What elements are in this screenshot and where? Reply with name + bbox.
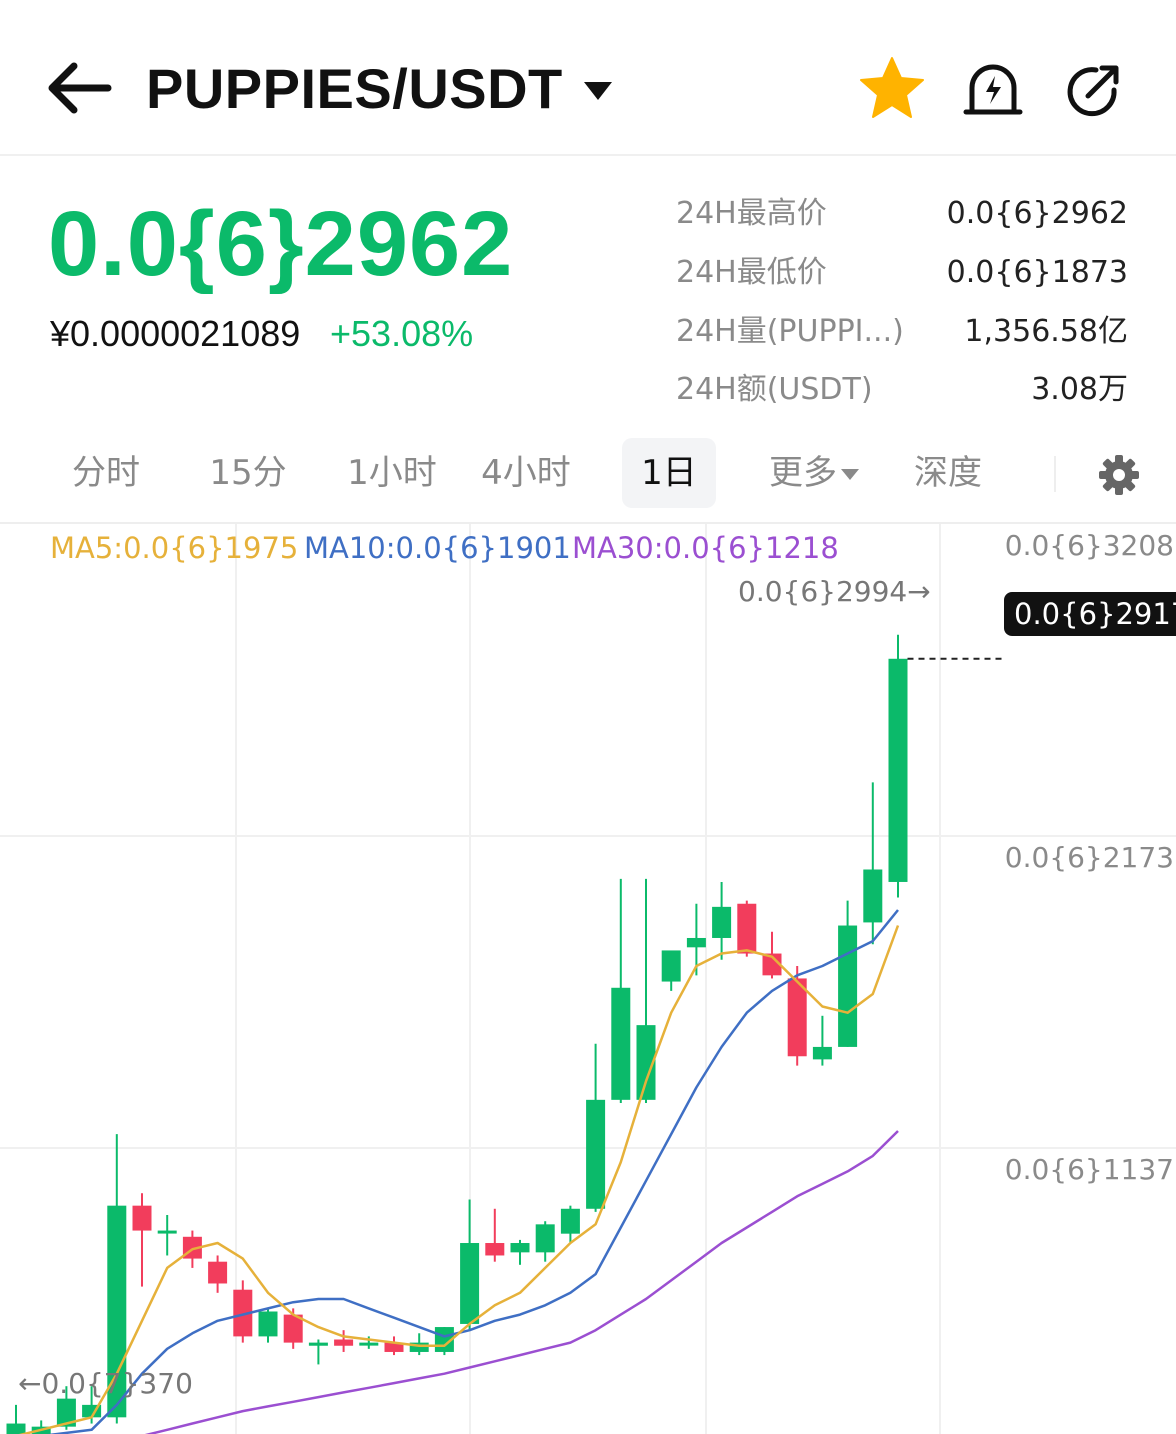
tab-more[interactable]: 更多 [752, 438, 876, 508]
candle-body [737, 903, 757, 954]
tab-4h[interactable]: 4小时 [481, 453, 571, 493]
back-arrow-icon[interactable] [44, 56, 114, 120]
ma30-line [144, 1130, 899, 1434]
candle-body [686, 937, 706, 948]
candle-body [334, 1339, 354, 1346]
ma5-legend: MA5:0.0{6}1975 [50, 531, 299, 565]
caret-down-icon [841, 469, 859, 480]
tab-15m[interactable]: 15分 [209, 453, 287, 493]
stat-label: 24H最高价 [676, 196, 827, 231]
stat-label: 24H最低价 [676, 255, 827, 290]
ma5-line [18, 925, 900, 1434]
candle-body [838, 925, 858, 1047]
candle-body [535, 1224, 555, 1253]
candle-body [6, 1423, 26, 1434]
candle-body [409, 1342, 429, 1352]
y-axis-label: 0.0{6}2173 [1004, 841, 1174, 874]
timeframe-tabs: 分时 15分 1小时 4小时 1日 更多 深度 [0, 438, 1176, 518]
candle-body [586, 1099, 606, 1209]
candle-body [888, 658, 908, 882]
candle-body [863, 869, 883, 923]
candle-body [283, 1314, 303, 1343]
candle-body [636, 1025, 656, 1100]
stat-label: 24H量(PUPPI...) [676, 314, 904, 349]
stat-24h-turnover: 24H额(USDT) 3.08万 [676, 368, 1132, 412]
stat-value: 0.0{6}1873 [946, 255, 1128, 290]
candle-body [712, 906, 732, 938]
tab-more-label: 更多 [769, 453, 837, 493]
caret-down-icon[interactable] [580, 76, 616, 106]
candle-body [258, 1311, 278, 1337]
candle-body [510, 1243, 530, 1253]
ma10-legend: MA10:0.0{6}1901 [304, 531, 571, 565]
kline-canvas [0, 524, 1176, 1434]
candle-body [485, 1243, 505, 1256]
gear-icon[interactable] [1098, 454, 1140, 496]
stat-value: 1,356.58亿 [964, 314, 1128, 349]
ma30-legend: MA30:0.0{6}1218 [572, 531, 839, 565]
stat-label: 24H额(USDT) [676, 372, 873, 407]
candle-body [359, 1342, 379, 1346]
star-icon[interactable] [858, 56, 926, 120]
stat-24h-volume: 24H量(PUPPI...) 1,356.58亿 [676, 310, 1132, 354]
candle-body [308, 1342, 328, 1346]
candle-body [812, 1046, 832, 1060]
candle-body [560, 1208, 580, 1234]
change-percent: +53.08% [330, 313, 474, 354]
price-alert-icon[interactable] [962, 60, 1024, 120]
candle-body [233, 1289, 253, 1337]
stat-24h-low: 24H最低价 0.0{6}1873 [676, 251, 1132, 295]
candle-body [56, 1398, 76, 1427]
candle-body [157, 1230, 177, 1234]
stat-value: 3.08万 [1031, 372, 1128, 407]
last-price: 0.0{6}2962 [48, 193, 514, 295]
tab-1d[interactable]: 1日 [622, 438, 716, 508]
candle-body [787, 978, 807, 1057]
tab-1h[interactable]: 1小时 [347, 453, 437, 493]
tab-time-share[interactable]: 分时 [72, 453, 140, 493]
last-price-badge[interactable]: 0.0{6}2917 [1004, 592, 1176, 636]
tab-depth[interactable]: 深度 [914, 453, 982, 493]
top-bar: PUPPIES/USDT [0, 0, 1176, 156]
candle-body [208, 1261, 228, 1284]
y-axis-label: 0.0{6}3208 [1004, 529, 1174, 562]
tab-divider [1054, 456, 1056, 492]
candle-body [661, 950, 681, 982]
high-annotation: 0.0{6}2994→ [738, 575, 931, 608]
pair-title[interactable]: PUPPIES/USDT [146, 57, 563, 120]
ma10-line [47, 909, 899, 1434]
candle-body [384, 1342, 404, 1352]
candle-body [460, 1243, 480, 1324]
stat-24h-high: 24H最高价 0.0{6}2962 [676, 192, 1132, 236]
candle-body [132, 1205, 152, 1231]
share-icon[interactable] [1066, 62, 1122, 118]
stat-value: 0.0{6}2962 [946, 196, 1128, 231]
candle-body [611, 987, 631, 1100]
cny-price: ¥0.0000021089 [50, 313, 301, 354]
candle-body [762, 953, 782, 976]
y-axis-label: 0.0{6}1137 [1004, 1153, 1174, 1186]
kline-chart[interactable]: MA5:0.0{6}1975 MA10:0.0{6}1901 MA30:0.0{… [0, 522, 1176, 1434]
low-annotation: ←0.0{7}370 [18, 1367, 193, 1400]
